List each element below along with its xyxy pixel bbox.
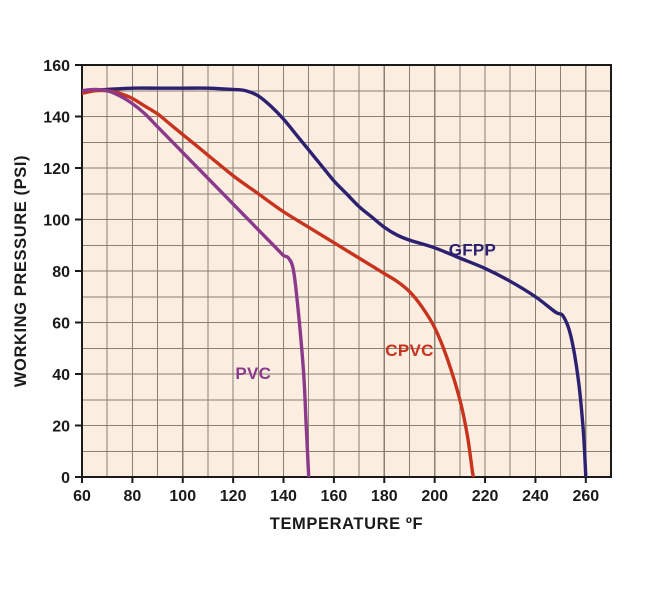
y-axis-ticks	[75, 64, 82, 478]
y-tick-label: 0	[61, 470, 70, 487]
x-tick-label: 120	[220, 488, 247, 505]
y-axis-title: WORKING PRESSURE (PSI)	[12, 155, 30, 387]
y-tick-label: 120	[43, 161, 70, 178]
x-tick-label: 140	[270, 488, 297, 505]
x-axis-tick-labels: 60 80 100 120 140 160 180 200 220 240 260	[73, 488, 599, 505]
y-tick-label: 40	[52, 367, 70, 384]
x-tick-label: 240	[522, 488, 549, 505]
y-tick-label: 160	[43, 58, 70, 75]
data-series-group	[82, 86, 588, 477]
x-tick-label: 220	[472, 488, 499, 505]
y-axis-tick-labels: 0 20 40 60 80 100 120 140 160	[43, 58, 70, 487]
y-tick-label: 20	[52, 419, 70, 436]
series-line-cpvc	[82, 88, 476, 477]
series-label-pvc: PVC	[235, 364, 271, 383]
y-tick-label: 100	[43, 213, 70, 230]
x-tick-label: 80	[123, 488, 141, 505]
x-tick-label: 160	[321, 488, 348, 505]
series-label-cpvc: CPVC	[385, 341, 433, 360]
series-label-gfpp: GFPP	[449, 241, 497, 260]
y-tick-label: 60	[52, 316, 70, 333]
y-tick-label: 140	[43, 110, 70, 127]
series-line-pvc	[82, 87, 311, 477]
series-annotation-labels: GFPP CPVC PVC	[235, 241, 496, 384]
x-tick-label: 260	[572, 488, 599, 505]
x-axis-title: TEMPERATURE ºF	[270, 515, 423, 533]
grid-major-lines	[82, 65, 611, 477]
y-tick-label: 80	[52, 264, 70, 281]
x-tick-label: 180	[371, 488, 398, 505]
x-tick-label: 200	[421, 488, 448, 505]
x-tick-label: 100	[169, 488, 196, 505]
series-line-gfpp	[82, 86, 588, 477]
x-tick-label: 60	[73, 488, 91, 505]
